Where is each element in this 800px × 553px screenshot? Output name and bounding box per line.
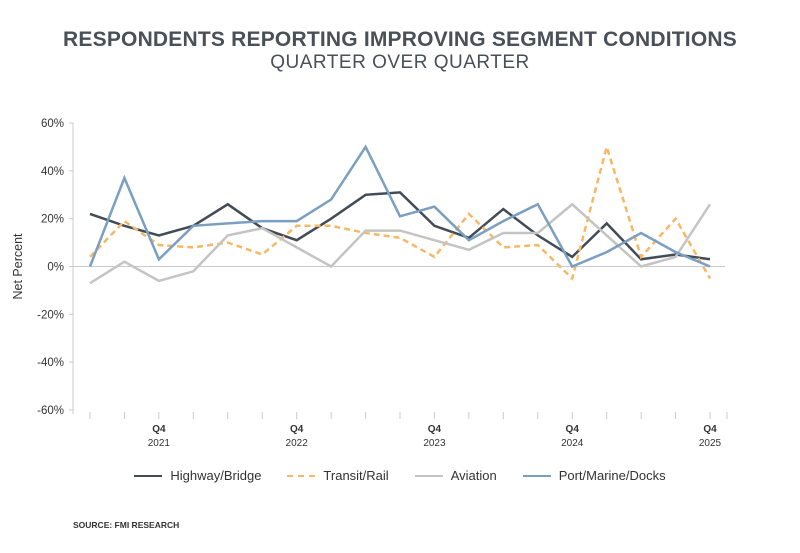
y-tick-label: -40% [37,357,64,369]
legend: Highway/Bridge Transit/Rail Aviation Port/M… [0,468,800,483]
legend-swatch [134,474,163,477]
chart-subtitle: QUARTER OVER QUARTER [270,52,530,73]
x-tick-label-quarter: Q4 [152,424,166,435]
series-line-transit-rail [89,142,712,281]
series-line-highway-bridge [89,191,711,261]
y-tick-label: 60% [41,118,64,130]
y-tick-label: -20% [37,309,64,321]
series-line-aviation [89,202,712,285]
x-tick-label-quarter: Q4 [566,424,580,435]
y-tick-label: 20% [41,214,64,226]
x-tick-label-year: 2023 [423,438,446,449]
x-tick-label-year: 2024 [561,438,584,449]
x-tick-label-year: 2021 [148,438,171,449]
legend-swatch [287,474,316,477]
legend-label: Transit/Rail [323,468,389,483]
legend-label: Aviation [450,468,497,483]
x-tick-label-quarter: Q4 [703,424,717,435]
x-tick-label-quarter: Q4 [290,424,304,435]
legend-label: Port/Marine/Docks [558,468,666,483]
y-tick-label: 0% [47,262,64,274]
source-note: SOURCE: FMI RESEARCH [73,520,180,530]
legend-label: Highway/Bridge [170,468,262,483]
legend-item: Aviation [414,468,497,483]
y-tick-label: -60% [37,405,64,417]
legend-swatch [414,474,443,477]
legend-item: Highway/Bridge [134,468,261,483]
legend-swatch [522,474,551,477]
x-tick-label-year: 2025 [699,438,722,449]
legend-item: Port/Marine/Docks [522,468,666,483]
x-tick-label-quarter: Q4 [428,424,442,435]
chart-title: RESPONDENTS REPORTING IMPROVING SEGMENT … [63,28,737,51]
x-tick-label-year: 2022 [286,438,309,449]
y-axis-label: Net Percent [11,233,25,300]
series-line-port-marine-docks [88,144,711,269]
y-tick-label: 40% [41,166,64,178]
legend-item: Transit/Rail [287,468,389,483]
